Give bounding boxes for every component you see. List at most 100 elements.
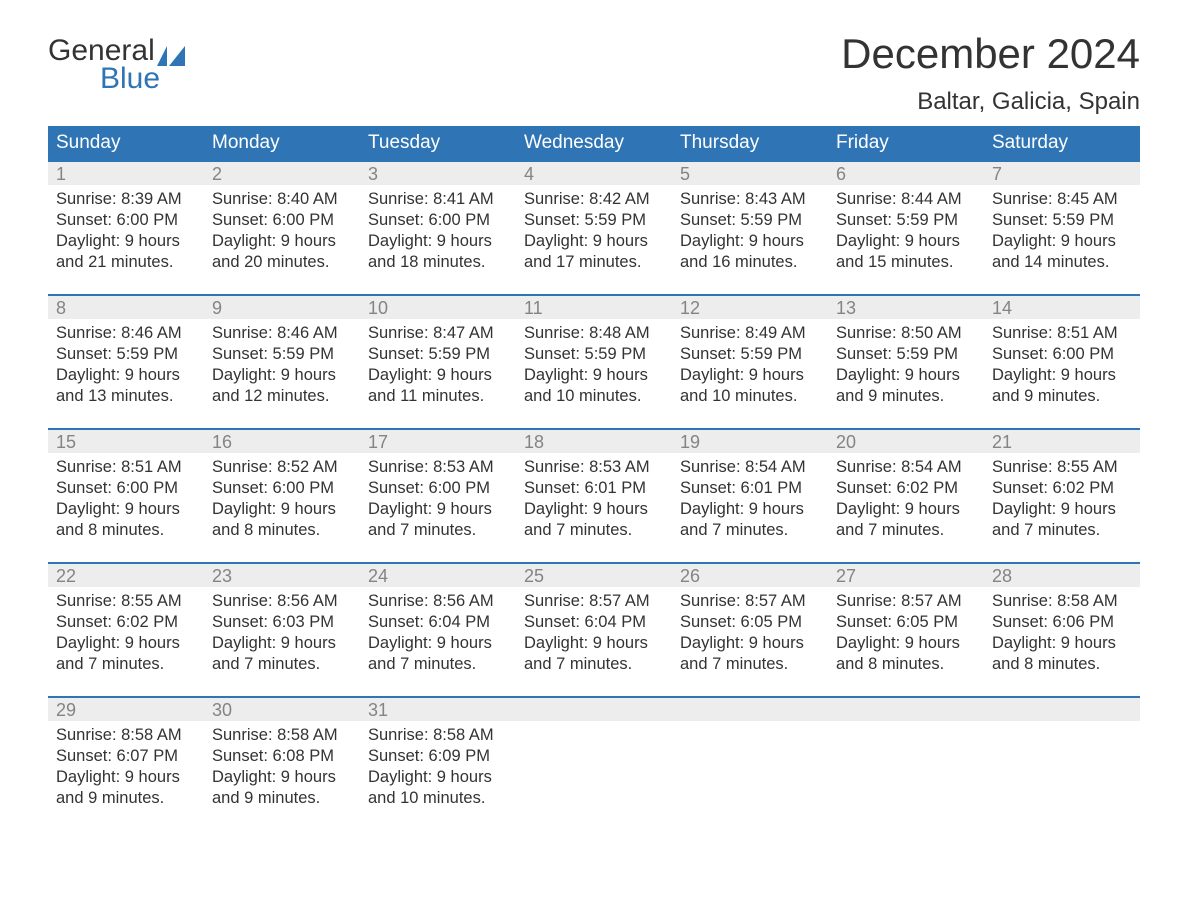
day-cell: Sunrise: 8:53 AMSunset: 6:00 PMDaylight:…	[360, 453, 516, 549]
daylight-line: Daylight: 9 hours and 17 minutes.	[524, 232, 648, 271]
day-cell: Sunrise: 8:51 AMSunset: 6:00 PMDaylight:…	[48, 453, 204, 549]
sunrise-line: Sunrise: 8:57 AM	[680, 592, 806, 610]
day-cell: Sunrise: 8:57 AMSunset: 6:04 PMDaylight:…	[516, 587, 672, 683]
sunrise-line: Sunrise: 8:50 AM	[836, 324, 962, 342]
day-number: 17	[360, 429, 516, 453]
sunrise-line: Sunrise: 8:57 AM	[524, 592, 650, 610]
daylight-line: Daylight: 9 hours and 18 minutes.	[368, 232, 492, 271]
day-cell: Sunrise: 8:55 AMSunset: 6:02 PMDaylight:…	[48, 587, 204, 683]
day-cell: Sunrise: 8:54 AMSunset: 6:01 PMDaylight:…	[672, 453, 828, 549]
day-number: 16	[204, 429, 360, 453]
daylight-line: Daylight: 9 hours and 9 minutes.	[56, 768, 180, 807]
day-content-row: Sunrise: 8:51 AMSunset: 6:00 PMDaylight:…	[48, 453, 1140, 549]
daylight-line: Daylight: 9 hours and 8 minutes.	[992, 634, 1116, 673]
daylight-line: Daylight: 9 hours and 9 minutes.	[992, 366, 1116, 405]
sunset-line: Sunset: 5:59 PM	[368, 345, 490, 363]
daylight-line: Daylight: 9 hours and 10 minutes.	[524, 366, 648, 405]
sunrise-line: Sunrise: 8:44 AM	[836, 190, 962, 208]
day-cell: Sunrise: 8:50 AMSunset: 5:59 PMDaylight:…	[828, 319, 984, 415]
day-header: Monday	[204, 126, 360, 161]
day-number: 3	[360, 161, 516, 185]
sunrise-line: Sunrise: 8:55 AM	[56, 592, 182, 610]
sunrise-line: Sunrise: 8:43 AM	[680, 190, 806, 208]
logo-flag-icon	[157, 46, 185, 66]
sunrise-line: Sunrise: 8:55 AM	[992, 458, 1118, 476]
daylight-line: Daylight: 9 hours and 7 minutes.	[992, 500, 1116, 539]
sunset-line: Sunset: 6:05 PM	[680, 613, 802, 631]
day-cell: Sunrise: 8:46 AMSunset: 5:59 PMDaylight:…	[48, 319, 204, 415]
day-cell: Sunrise: 8:58 AMSunset: 6:09 PMDaylight:…	[360, 721, 516, 817]
daynum-row: 891011121314	[48, 295, 1140, 319]
page-title: December 2024	[841, 30, 1140, 78]
day-header-row: Sunday Monday Tuesday Wednesday Thursday…	[48, 126, 1140, 161]
daynum-row: 15161718192021	[48, 429, 1140, 453]
daylight-line: Daylight: 9 hours and 7 minutes.	[524, 634, 648, 673]
title-block: December 2024 Baltar, Galicia, Spain	[841, 30, 1140, 116]
sunrise-line: Sunrise: 8:54 AM	[836, 458, 962, 476]
sunrise-line: Sunrise: 8:42 AM	[524, 190, 650, 208]
daylight-line: Daylight: 9 hours and 9 minutes.	[212, 768, 336, 807]
sunrise-line: Sunrise: 8:48 AM	[524, 324, 650, 342]
daylight-line: Daylight: 9 hours and 7 minutes.	[212, 634, 336, 673]
day-number: 22	[48, 563, 204, 587]
day-number: 18	[516, 429, 672, 453]
sunset-line: Sunset: 6:02 PM	[992, 479, 1114, 497]
day-number: 21	[984, 429, 1140, 453]
daynum-row: 1234567	[48, 161, 1140, 185]
daylight-line: Daylight: 9 hours and 13 minutes.	[56, 366, 180, 405]
calendar-body: 1234567Sunrise: 8:39 AMSunset: 6:00 PMDa…	[48, 161, 1140, 817]
day-cell: Sunrise: 8:58 AMSunset: 6:07 PMDaylight:…	[48, 721, 204, 817]
day-number: 13	[828, 295, 984, 319]
day-number: 31	[360, 697, 516, 721]
day-cell: Sunrise: 8:58 AM Sunset: 6:06 PM Daylight:…	[984, 587, 1140, 683]
day-cell: Sunrise: 8:58 AMSunset: 6:08 PMDaylight:…	[204, 721, 360, 817]
day-number: 26	[672, 563, 828, 587]
day-cell: Sunrise: 8:52 AMSunset: 6:00 PMDaylight:…	[204, 453, 360, 549]
day-cell: Sunrise: 8:39 AMSunset: 6:00 PMDaylight:…	[48, 185, 204, 281]
day-number: 24	[360, 563, 516, 587]
day-cell: Sunrise: 8:57 AMSunset: 6:05 PMDaylight:…	[672, 587, 828, 683]
sunset-line: Sunset: 6:00 PM	[368, 211, 490, 229]
empty-day-cell	[828, 721, 984, 817]
daylight-line: Daylight: 9 hours and 15 minutes.	[836, 232, 960, 271]
sunrise-line: Sunrise: 8:58 AM	[212, 726, 338, 744]
day-header: Friday	[828, 126, 984, 161]
sunset-line: Sunset: 5:59 PM	[524, 345, 646, 363]
sunrise-line: Sunrise: 8:57 AM	[836, 592, 962, 610]
sunset-line: Sunset: 6:04 PM	[368, 613, 490, 631]
day-cell: Sunrise: 8:53 AMSunset: 6:01 PMDaylight:…	[516, 453, 672, 549]
day-number: 30	[204, 697, 360, 721]
sunset-line: Sunset: 6:06 PM	[992, 613, 1114, 631]
sunrise-line: Sunrise: 8:39 AM	[56, 190, 182, 208]
day-number: 20	[828, 429, 984, 453]
daylight-line: Daylight: 9 hours and 10 minutes.	[368, 768, 492, 807]
sunrise-line: Sunrise: 8:54 AM	[680, 458, 806, 476]
daylight-line: Daylight: 9 hours and 8 minutes.	[212, 500, 336, 539]
day-header: Sunday	[48, 126, 204, 161]
sunset-line: Sunset: 6:00 PM	[212, 211, 334, 229]
empty-day-number	[984, 697, 1140, 721]
sunrise-line: Sunrise: 8:41 AM	[368, 190, 494, 208]
week-separator	[48, 281, 1140, 295]
sunset-line: Sunset: 5:59 PM	[992, 211, 1114, 229]
header: General Blue December 2024 Baltar, Galic…	[48, 30, 1140, 116]
daylight-line: Daylight: 9 hours and 20 minutes.	[212, 232, 336, 271]
sunrise-line: Sunrise: 8:58 AM	[992, 592, 1118, 610]
day-cell: Sunrise: 8:56 AMSunset: 6:03 PMDaylight:…	[204, 587, 360, 683]
day-number: 4	[516, 161, 672, 185]
day-number: 10	[360, 295, 516, 319]
day-number: 15	[48, 429, 204, 453]
week-separator	[48, 683, 1140, 697]
daynum-row: 22232425262728	[48, 563, 1140, 587]
sunset-line: Sunset: 5:59 PM	[680, 211, 802, 229]
day-cell: Sunrise: 8:54 AMSunset: 6:02 PMDaylight:…	[828, 453, 984, 549]
daylight-line: Daylight: 9 hours and 7 minutes.	[368, 634, 492, 673]
daylight-line: Daylight: 9 hours and 11 minutes.	[368, 366, 492, 405]
sunrise-line: Sunrise: 8:49 AM	[680, 324, 806, 342]
day-header: Tuesday	[360, 126, 516, 161]
day-number: 8	[48, 295, 204, 319]
sunrise-line: Sunrise: 8:46 AM	[56, 324, 182, 342]
sunset-line: Sunset: 6:05 PM	[836, 613, 958, 631]
daylight-line: Daylight: 9 hours and 7 minutes.	[680, 500, 804, 539]
day-cell: Sunrise: 8:55 AM Sunset: 6:02 PM Daylight:…	[984, 453, 1140, 549]
